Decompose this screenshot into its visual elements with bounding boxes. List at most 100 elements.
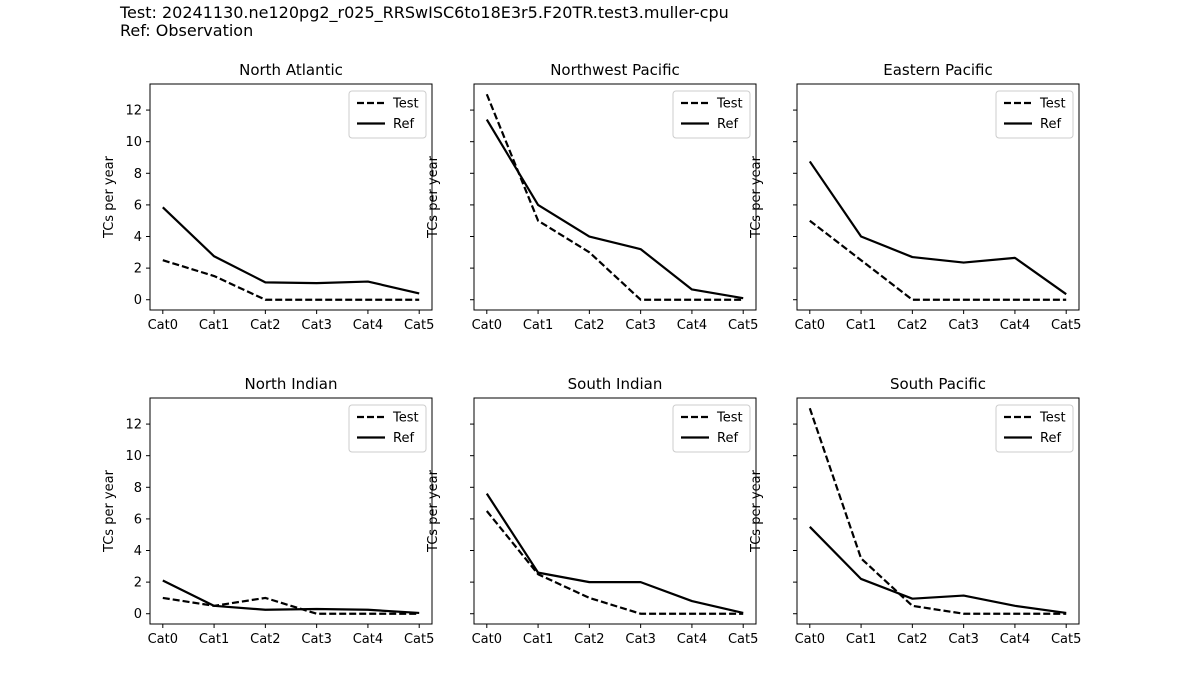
subplot-south-pacific: South Pacific TCs per year Cat0 Cat1 Cat2 Cat… xyxy=(749,375,1081,647)
plot-frame xyxy=(149,397,433,625)
subplot-title: North Atlantic xyxy=(239,61,343,79)
legend: Test Ref xyxy=(672,90,751,139)
x-tick-label: Cat5 xyxy=(728,632,758,647)
y-axis-label: TCs per year xyxy=(102,155,117,239)
y-tick-label: 10 xyxy=(125,135,142,150)
series-line-test xyxy=(485,510,744,615)
reference-label: Ref: Observation xyxy=(120,21,254,40)
legend-label-test: Test xyxy=(392,97,419,112)
legend-label-ref: Ref xyxy=(1040,431,1061,446)
y-tick-label: 12 xyxy=(125,418,142,433)
y-tick-label: 12 xyxy=(125,104,142,119)
x-tick-label: Cat1 xyxy=(846,632,876,647)
subplot-title: South Indian xyxy=(568,375,663,393)
y-tick-label: 8 xyxy=(134,481,142,496)
series-line-test xyxy=(808,407,1067,615)
y-tick-label: 2 xyxy=(134,262,142,277)
series-line-test xyxy=(162,259,420,301)
y-axis-label: TCs per year xyxy=(426,155,441,239)
legend-label-test: Test xyxy=(716,97,743,112)
subplot-north-indian: North Indian TCs per year 0 2 4 6 8 10 12 Cat0 Cat… xyxy=(102,375,434,647)
x-tick-label: Cat5 xyxy=(404,318,434,333)
x-tick-label: Cat2 xyxy=(574,632,604,647)
legend-label-ref: Ref xyxy=(717,117,738,132)
x-tick-label: Cat5 xyxy=(1051,318,1081,333)
x-tick-label: Cat4 xyxy=(353,632,383,647)
x-tick-label: Cat2 xyxy=(250,632,280,647)
subplot-title: Northwest Pacific xyxy=(550,61,680,79)
y-tick-label: 6 xyxy=(134,512,142,527)
subplot-south-indian: South Indian TCs per year Cat0 Cat1 Cat2 Cat3… xyxy=(426,375,758,647)
legend: Test Ref xyxy=(672,404,751,453)
x-tick-label: Cat4 xyxy=(677,632,707,647)
y-tick-label: 2 xyxy=(134,576,142,591)
y-tick-label: 8 xyxy=(134,167,142,182)
plot-frame xyxy=(796,397,1080,625)
legend-label-test: Test xyxy=(392,411,419,426)
x-tick-label: Cat0 xyxy=(148,632,178,647)
subplot-northwest-pacific: Northwest Pacific TCs per year Cat0 Cat1 Cat… xyxy=(426,61,758,333)
series-line-ref xyxy=(485,493,744,615)
x-tick-label: Cat0 xyxy=(795,318,825,333)
x-tick-label: Cat4 xyxy=(1000,318,1030,333)
x-tick-label: Cat5 xyxy=(1051,632,1081,647)
x-tick-label: Cat3 xyxy=(301,632,331,647)
x-tick-label: Cat1 xyxy=(523,318,553,333)
x-tick-label: Cat1 xyxy=(199,632,229,647)
x-tick-label: Cat5 xyxy=(404,632,434,647)
y-tick-label: 0 xyxy=(134,293,142,308)
subplot-title: North Indian xyxy=(244,375,337,393)
y-tick-label: 0 xyxy=(134,607,142,622)
x-tick-label: Cat0 xyxy=(148,318,178,333)
series-line-ref xyxy=(809,526,1067,615)
x-tick-label: Cat2 xyxy=(897,318,927,333)
legend-label-test: Test xyxy=(1039,97,1066,112)
legend-label-ref: Ref xyxy=(1040,117,1061,132)
x-tick-label: Cat2 xyxy=(250,318,280,333)
x-tick-label: Cat2 xyxy=(574,318,604,333)
legend-label-test: Test xyxy=(716,411,743,426)
x-tick-label: Cat3 xyxy=(948,632,978,647)
plot-frame xyxy=(149,83,433,311)
y-axis-label: TCs per year xyxy=(102,469,117,553)
x-tick-label: Cat1 xyxy=(199,318,229,333)
y-tick-label: 4 xyxy=(134,544,142,559)
series-line-test xyxy=(809,219,1067,301)
y-axis-label: TCs per year xyxy=(749,469,764,553)
plot-frame xyxy=(473,397,757,625)
legend-label-ref: Ref xyxy=(393,431,414,446)
subplot-north-atlantic: North Atlantic TCs per year 0 2 4 6 8 10 12 Cat0 C… xyxy=(102,61,434,333)
series-line-ref xyxy=(808,160,1067,296)
plot-frame xyxy=(796,83,1080,311)
x-tick-label: Cat1 xyxy=(523,632,553,647)
subplot-eastern-pacific: Eastern Pacific TCs per year Cat0 Cat1 Cat2 C… xyxy=(749,61,1081,333)
x-tick-label: Cat0 xyxy=(795,632,825,647)
x-tick-label: Cat4 xyxy=(1000,632,1030,647)
legend-label-ref: Ref xyxy=(717,431,738,446)
y-axis-label: TCs per year xyxy=(426,469,441,553)
subplot-title: South Pacific xyxy=(890,375,986,393)
series-line-ref xyxy=(485,118,744,300)
x-tick-label: Cat5 xyxy=(728,318,758,333)
legend: Test Ref xyxy=(348,404,427,453)
y-axis-label: TCs per year xyxy=(749,155,764,239)
y-tick-label: 4 xyxy=(134,230,142,245)
figure-header: Test: 20241130.ne120pg2_r025_RRSwISC6to1… xyxy=(120,4,729,40)
legend-label-ref: Ref xyxy=(393,117,414,132)
series-line-ref xyxy=(162,206,420,295)
legend: Test Ref xyxy=(995,404,1074,453)
legend-label-test: Test xyxy=(1039,411,1066,426)
x-tick-label: Cat3 xyxy=(625,632,655,647)
x-tick-label: Cat0 xyxy=(472,632,502,647)
y-tick-label: 6 xyxy=(134,198,142,213)
x-tick-label: Cat2 xyxy=(897,632,927,647)
plot-frame xyxy=(473,83,757,311)
legend: Test Ref xyxy=(348,90,427,139)
legend: Test Ref xyxy=(995,90,1074,139)
x-tick-label: Cat3 xyxy=(948,318,978,333)
x-tick-label: Cat4 xyxy=(677,318,707,333)
subplot-title: Eastern Pacific xyxy=(883,61,992,79)
x-tick-label: Cat1 xyxy=(846,318,876,333)
series-line-ref xyxy=(162,579,420,615)
